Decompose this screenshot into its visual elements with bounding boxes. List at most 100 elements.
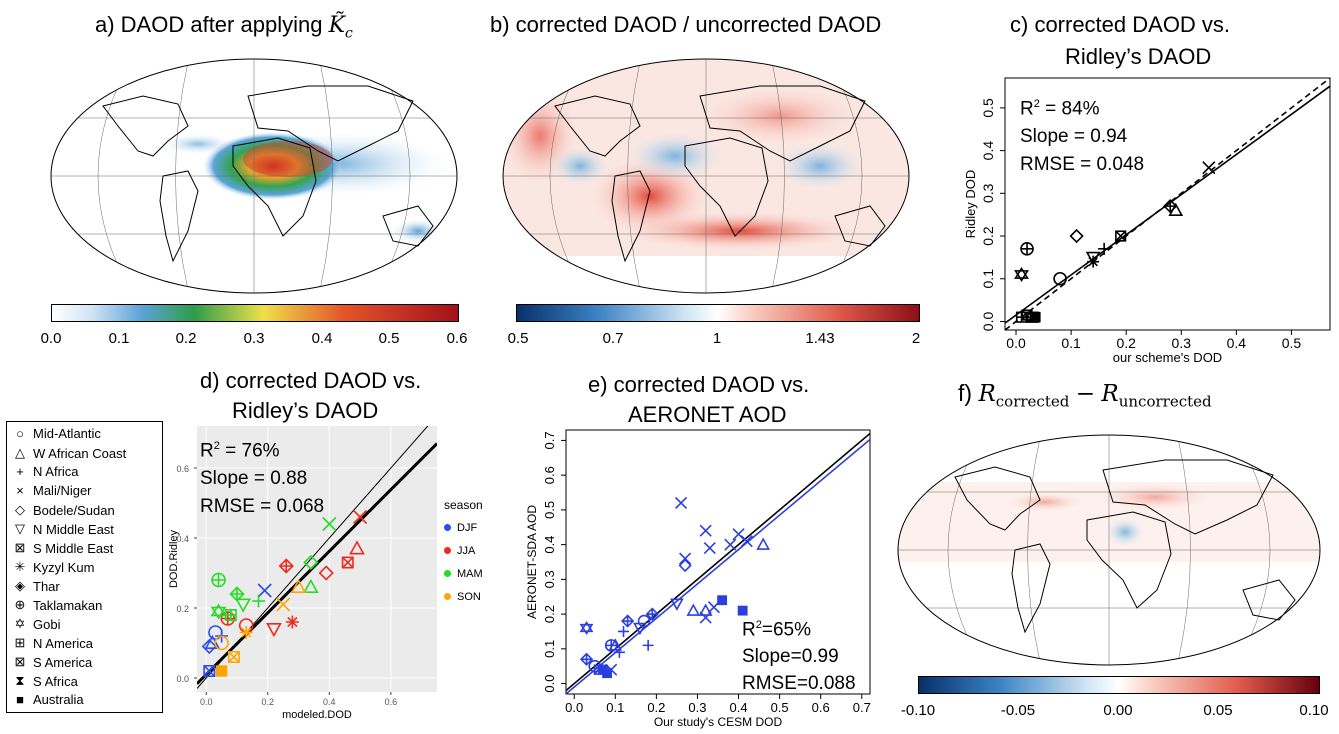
panel-e-title-line1: e) corrected DAOD vs. bbox=[588, 372, 810, 397]
stats-c-rmse: RMSE = 0.048 bbox=[1020, 154, 1145, 176]
data-point bbox=[285, 615, 299, 629]
scatter-chart-c: 0.0 0.1 0.2 0.3 0.4 0.5 0.0 0.1 0.2 0.3 0.4 0.5 our … bbox=[963, 77, 1331, 365]
panel-c-title-line2: Ridley’s DAOD bbox=[1065, 44, 1212, 69]
scatter-chart-e: 0.0 0.1 0.2 0.3 0.4 0.5 0.6 0.7 0.0 0.1 0.2 0.3 0.4 0… bbox=[525, 429, 871, 729]
x-tick-label: 0.2 bbox=[262, 697, 275, 707]
x-tick-label: 0.4 bbox=[323, 697, 336, 707]
colorbar-a-tick: 0.0 bbox=[40, 330, 62, 347]
legend-item: ✡ Gobi bbox=[14, 616, 61, 632]
data-point bbox=[215, 665, 228, 677]
colorbar-b-tick: 2 bbox=[911, 330, 921, 347]
legend-item: + N Africa bbox=[13, 464, 78, 479]
colorbar-a-tick: 0.3 bbox=[243, 330, 265, 347]
season-legend: season DJF JJA MAM SON bbox=[444, 498, 492, 608]
data-point bbox=[203, 665, 216, 678]
legend-item: ○ Mid-Atlantic bbox=[13, 426, 101, 441]
x-axis-label: Our study's CESM DOD bbox=[654, 715, 783, 729]
colorbar-f bbox=[918, 676, 1320, 694]
data-point bbox=[353, 509, 368, 525]
legend-item: ◈ Thar bbox=[15, 578, 60, 594]
legend-symbol: ⊕ bbox=[14, 597, 26, 612]
y-tick-label: 0.2 bbox=[542, 605, 557, 623]
data-point bbox=[1163, 199, 1178, 214]
data-point bbox=[322, 516, 337, 532]
colorbar-b-tick: 1 bbox=[712, 330, 722, 347]
legend-item: ✳ Kyzyl Kum bbox=[14, 559, 95, 575]
data-point bbox=[1087, 255, 1100, 268]
data-point bbox=[302, 578, 319, 593]
y-tick-label: 0.3 bbox=[980, 183, 996, 203]
plot-frame bbox=[1004, 77, 1331, 331]
legend-symbol: ⊠ bbox=[14, 540, 26, 555]
data-point bbox=[290, 578, 307, 593]
y-tick-label: 0.7 bbox=[542, 431, 557, 449]
y-tick-label: 0.5 bbox=[980, 98, 996, 118]
y-axis-label: DOD.Ridley bbox=[168, 529, 180, 588]
x-tick-label: 0.0 bbox=[1006, 335, 1026, 351]
season-legend-item: DJF bbox=[444, 516, 492, 539]
data-point bbox=[1202, 161, 1216, 175]
data-point bbox=[266, 623, 282, 638]
legend-item: × Mali/Niger bbox=[13, 483, 91, 498]
stats-c-slope: Slope = 0.94 bbox=[1020, 126, 1128, 148]
data-point bbox=[278, 558, 294, 574]
data-point bbox=[686, 603, 701, 616]
stats-e-slope: Slope=0.99 bbox=[742, 646, 839, 668]
x-tick-label: 0.7 bbox=[853, 700, 871, 715]
season-legend-item: MAM bbox=[444, 562, 492, 585]
stats-d-rmse: RMSE = 0.068 bbox=[200, 496, 325, 518]
x-tick-label: 0.6 bbox=[385, 697, 398, 707]
legend-symbol: ⊠ bbox=[14, 654, 26, 669]
data-point bbox=[620, 614, 635, 628]
x-tick-label: 0.5 bbox=[771, 700, 789, 715]
x-tick-label: 0.3 bbox=[1172, 335, 1192, 351]
data-point bbox=[608, 638, 623, 651]
colorbar-f-tick: -0.10 bbox=[900, 702, 936, 719]
legend-symbol: △ bbox=[15, 445, 25, 460]
x-tick-label: 0.2 bbox=[1116, 335, 1136, 351]
y-tick-label: 0.0 bbox=[542, 675, 557, 693]
stats-d-r2: R2 = 76% bbox=[200, 440, 280, 462]
legend-item: ◇ Bodele/Sudan bbox=[15, 502, 115, 518]
y-tick-label: 0.6 bbox=[542, 466, 557, 484]
panel-e-title-line2: AERONET AOD bbox=[628, 402, 787, 427]
data-point bbox=[740, 535, 753, 548]
y-tick-label: 0.0 bbox=[176, 674, 189, 684]
data-point bbox=[724, 538, 737, 551]
panel-d-title-line2: Ridley’s DAOD bbox=[232, 398, 379, 423]
data-point bbox=[642, 639, 654, 651]
data-point bbox=[699, 524, 712, 537]
x-tick-label: 0.3 bbox=[688, 700, 706, 715]
map-f bbox=[897, 434, 1321, 666]
x-tick-label: 0.2 bbox=[647, 700, 665, 715]
colorbar-a-tick: 0.2 bbox=[175, 330, 197, 347]
panel-c-title-line1: c) corrected DAOD vs. bbox=[1010, 12, 1231, 37]
colorbar-f-tick: -0.05 bbox=[1000, 702, 1036, 719]
data-point bbox=[318, 565, 334, 581]
x-tick-label: 0.1 bbox=[606, 700, 624, 715]
x-tick-label: 0.4 bbox=[1227, 335, 1247, 351]
legend-item: ⊠ S America bbox=[14, 654, 93, 670]
data-point bbox=[699, 611, 712, 624]
regression-line bbox=[197, 426, 429, 689]
map-b bbox=[502, 58, 910, 294]
data-point bbox=[1014, 266, 1029, 282]
season-legend-title: season bbox=[444, 498, 483, 512]
colorbar-f-tick: 0.00 bbox=[1103, 702, 1133, 719]
y-tick-label: 0.3 bbox=[542, 570, 557, 588]
panel-d-title-line1: d) corrected DAOD vs. bbox=[200, 368, 422, 393]
data-point bbox=[349, 540, 365, 555]
legend-symbol: ▽ bbox=[15, 521, 25, 536]
legend-item: ⊠ S Middle East bbox=[14, 540, 114, 556]
stats-e: R2=65% Slope=0.99 RMSE=0.088 bbox=[742, 612, 856, 697]
legend-item: ⊕ Taklamakan bbox=[14, 597, 103, 613]
data-point bbox=[678, 558, 692, 573]
data-point bbox=[224, 609, 237, 622]
x-tick-label: 0.5 bbox=[1282, 335, 1302, 351]
y-tick-label: 0.6 bbox=[176, 464, 189, 474]
data-point bbox=[257, 583, 272, 598]
x-axis-label: our scheme's DOD bbox=[1113, 350, 1222, 365]
map-a bbox=[50, 58, 458, 294]
legend-symbol: ⧗ bbox=[15, 673, 25, 688]
data-point bbox=[1069, 228, 1084, 244]
